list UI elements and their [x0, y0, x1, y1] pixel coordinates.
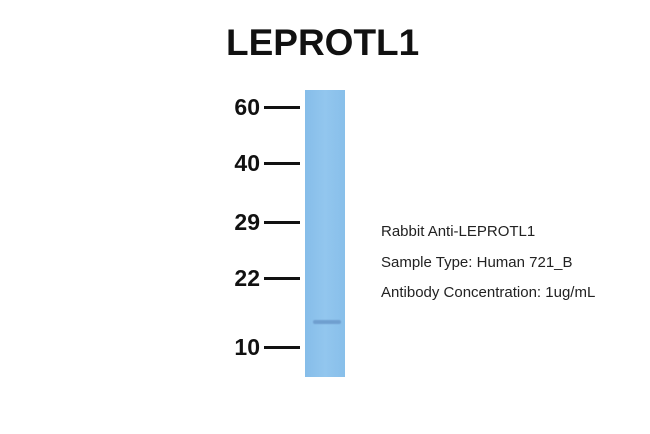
marker-label: 22 — [234, 265, 260, 291]
marker-label: 60 — [234, 94, 260, 120]
marker-tick — [264, 346, 300, 349]
protein-band — [313, 320, 341, 324]
marker-label: 40 — [234, 150, 260, 176]
blot-lane — [305, 90, 345, 377]
marker-label: 29 — [234, 209, 260, 235]
marker-tick — [264, 221, 300, 224]
marker-29: 29 — [222, 210, 302, 234]
concentration-label: Antibody Concentration: 1ug/mL — [381, 284, 596, 301]
sample-type-label: Sample Type: Human 721_B — [381, 254, 573, 271]
marker-tick — [264, 277, 300, 280]
marker-40: 40 — [222, 151, 302, 175]
antibody-label: Rabbit Anti-LEPROTL1 — [381, 223, 536, 240]
marker-tick — [264, 162, 300, 165]
marker-label: 10 — [234, 334, 260, 360]
marker-tick — [264, 106, 300, 109]
marker-10: 10 — [222, 335, 302, 359]
marker-60: 60 — [222, 95, 302, 119]
marker-22: 22 — [222, 266, 302, 290]
blot-title: LEPROTL1 — [226, 22, 420, 63]
